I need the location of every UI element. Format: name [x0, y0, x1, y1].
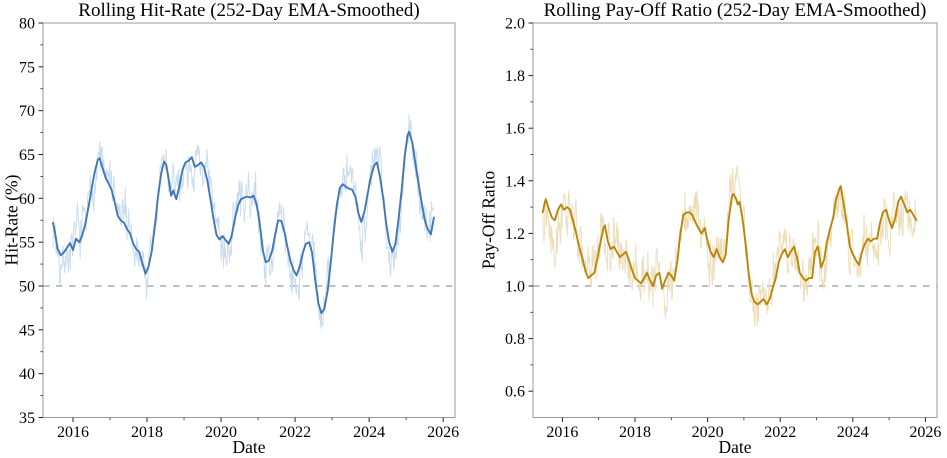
y-tick-label: 1.8	[505, 68, 525, 85]
x-tick-label: 2020	[205, 424, 237, 441]
x-tick-label: 2026	[909, 424, 941, 441]
pay-off-ratio-chart: 2016 2018 2020 2022 2024 2026 0.6 0.8 1.0 1.2 1.4 1…	[473, 0, 947, 458]
x-tick-label: 2022	[279, 424, 311, 441]
y-tick-label: 1.0	[505, 279, 525, 296]
x-tick-label: 2024	[353, 424, 385, 441]
x-tick-label: 2016	[546, 424, 578, 441]
y-tick-label: 1.6	[505, 121, 525, 138]
hit-rate-x-axis-label: Date	[232, 437, 266, 457]
y-tick-label: 55	[19, 235, 35, 252]
pay-off-plot-area: 2016 2018 2020 2022 2024 2026 0.6 0.8 1.0 1.2 1.4 1…	[505, 16, 941, 442]
y-tick-label: 2.0	[505, 16, 525, 33]
plot-border	[42, 22, 456, 418]
pay-off-x-axis-label: Date	[718, 437, 752, 457]
hit-rate-plot-area: 2016 2018 2020 2022 2024 2026 35 40 45 50 55 60 65 70…	[19, 16, 459, 442]
x-tick-label: 2016	[57, 424, 89, 441]
raw-rolling-hit-rate-line	[52, 113, 435, 329]
y-tick-label: 40	[19, 366, 35, 383]
hit-rate-y-axis-label: Hit-Rate (%)	[1, 174, 22, 266]
x-tick-label: 2022	[764, 424, 796, 441]
y-tick-label: 50	[19, 279, 35, 296]
y-tick-label: 0.6	[505, 384, 525, 401]
hit-rate-chart: 2016 2018 2020 2022 2024 2026 35 40 45 50 55 60 65 70…	[0, 0, 473, 458]
y-tick-label: 75	[19, 59, 35, 76]
y-tick-label: 80	[19, 16, 35, 33]
ema-smoothed-hit-rate-line	[52, 130, 435, 315]
x-tick-label: 2024	[837, 424, 869, 441]
ema-smoothed-pay-off-ratio-line	[541, 185, 918, 306]
y-tick-label: 1.4	[505, 173, 525, 190]
y-tick-label: 35	[19, 410, 35, 427]
pay-off-y-axis-label: Pay-Off Ratio	[478, 170, 499, 270]
raw-rolling-pay-off-ratio-line	[542, 165, 917, 328]
y-tick-label: 60	[19, 191, 35, 208]
y-tick-label: 65	[19, 147, 35, 164]
y-tick-label: 45	[19, 322, 35, 339]
x-tick-label: 2018	[619, 424, 651, 441]
x-tick-label: 2026	[427, 424, 459, 441]
y-tick-label: 1.2	[505, 226, 525, 243]
x-tick-label: 2018	[131, 424, 163, 441]
pay-off-chart-title: Rolling Pay-Off Ratio (252-Day EMA-Smoot…	[543, 0, 927, 21]
y-tick-label: 70	[19, 103, 35, 120]
hit-rate-chart-title: Rolling Hit-Rate (252-Day EMA-Smoothed)	[78, 0, 420, 21]
plot-border	[532, 22, 938, 418]
y-tick-label: 0.8	[505, 331, 525, 348]
x-tick-label: 2020	[692, 424, 724, 441]
